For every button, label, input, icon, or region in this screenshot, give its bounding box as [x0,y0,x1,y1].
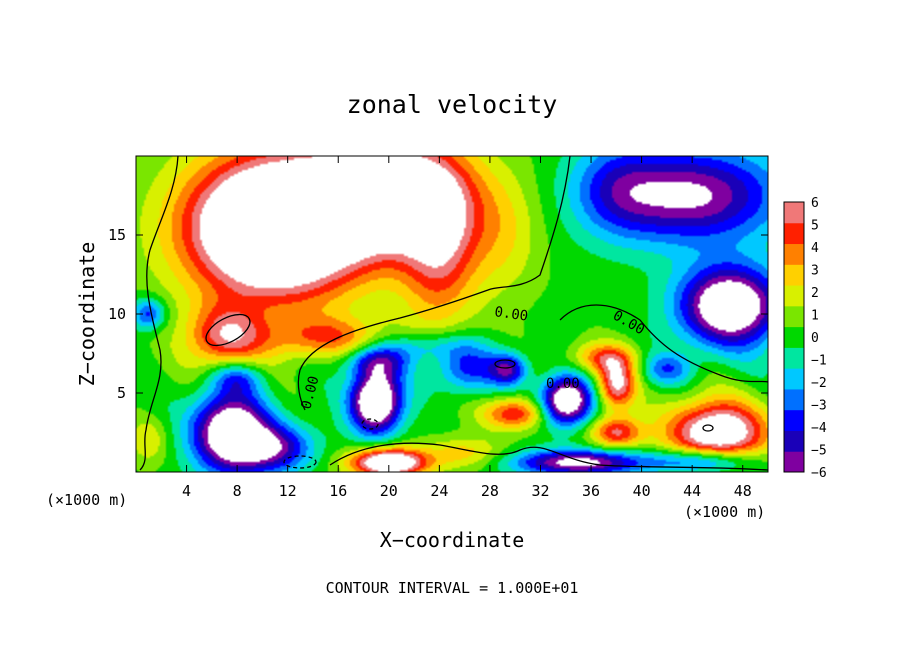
colorbar-swatch [784,388,804,411]
colorbar-swatch [784,451,804,473]
colorbar-tick-label: 6 [811,196,819,211]
colorbar-tick-label: 0 [811,331,819,346]
contour-interval-note: CONTOUR INTERVAL = 1.000E+01 [326,579,579,597]
colorbar-swatch [784,368,804,390]
colorbar-swatch [784,409,804,431]
contour-line [559,304,768,383]
colorbar-tick-label: −1 [811,354,827,369]
y-axis: 5 10 15 [108,226,768,402]
x-axis-label: X−coordinate [380,528,525,552]
contour-line [702,424,714,432]
contour-line [205,313,251,347]
colorbar-tick-label: 1 [811,309,819,324]
x-tick-label: 24 [430,482,448,500]
colorbar-swatch [784,305,804,328]
colorbar-swatch [784,243,804,265]
colorbar-tick-label: 2 [811,286,819,301]
contour-line [297,156,571,411]
x-tick-label: 12 [279,482,297,500]
plot-area: 0.00 0.00 0.00 0.00 [135,155,769,473]
colorbar-swatch [784,430,804,452]
y-axis-label: Z−coordinate [75,242,99,387]
y-tick-label: 10 [108,305,126,323]
colorbar-tick-label: 3 [811,264,819,279]
zero-contours [139,156,768,471]
contour-line [139,156,179,471]
x-axis: 4 8 12 16 20 24 28 32 36 40 44 48 [182,156,752,500]
contour-line [494,359,516,369]
contour-line [329,442,768,471]
x-tick-label: 8 [233,482,242,500]
contour-line [361,418,379,430]
x-tick-label: 4 [182,482,191,500]
y-tick-label: 15 [108,226,126,244]
colorbar-tick-label: 4 [811,241,819,256]
x-tick-label: 20 [380,482,398,500]
colorbar-tick-label: −2 [811,376,827,391]
contour-line [283,455,317,469]
x-unit-right: (×1000 m) [684,503,765,521]
x-tick-label: 44 [683,482,701,500]
x-tick-label: 28 [481,482,499,500]
contour-label: 0.00 [493,304,529,325]
colorbar-frame [783,201,805,473]
colorbar-legend: 6 5 4 3 2 1 0 −1 −2 −3 −4 −5 −6 [783,196,827,481]
colorbar-tick-label: −3 [811,399,827,414]
x-tick-label: 48 [734,482,752,500]
colorbar-swatch [784,264,804,286]
colorbar-tick-label: 5 [811,219,819,234]
colorbar-tick-label: −6 [811,466,827,481]
x-tick-label: 36 [582,482,600,500]
colorbar-swatch [784,347,804,369]
colorbar-swatch [784,222,804,245]
colorbar-swatch [784,202,804,224]
contour-label: 0.00 [546,376,580,392]
x-unit-left: (×1000 m) [46,491,127,509]
velocity-field-image [136,156,768,472]
colorbar-swatch [784,285,804,307]
y-tick-label: 5 [117,384,126,402]
x-tick-label: 16 [329,482,347,500]
colorbar-tick-label: −4 [811,421,827,436]
x-tick-label: 40 [633,482,651,500]
colorbar-swatch [784,326,804,348]
chart-title: zonal velocity [347,90,558,119]
colorbar-tick-label: −5 [811,444,827,459]
x-tick-label: 32 [531,482,549,500]
